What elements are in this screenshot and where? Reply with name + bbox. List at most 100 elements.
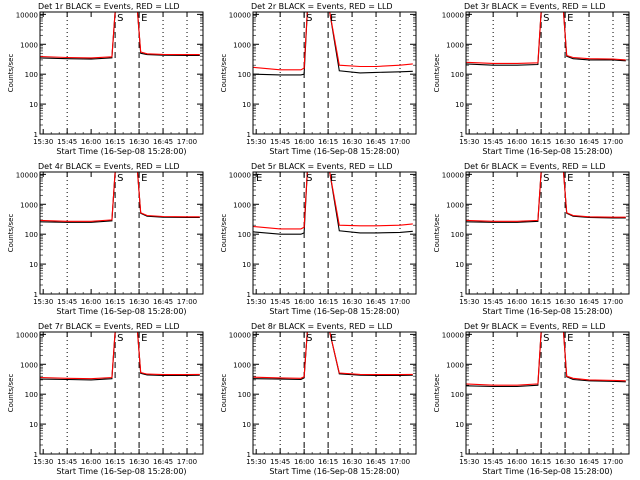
series-group bbox=[253, 172, 413, 235]
panel-title: Det 5r BLACK = Events, RED = LLD bbox=[251, 162, 393, 171]
marker-annotation: S bbox=[543, 333, 549, 344]
y-tick-label: 10000 bbox=[229, 171, 251, 179]
events-series-line bbox=[466, 172, 626, 223]
marker-annotation: S bbox=[543, 173, 549, 184]
plot-frame bbox=[465, 11, 630, 135]
y-tick-label: 1000 bbox=[233, 201, 251, 209]
series-group bbox=[253, 12, 413, 76]
y-tick-label: 1 bbox=[247, 131, 251, 139]
detector-panel: Det 6r BLACK = Events, RED = LLD Counts/s… bbox=[433, 162, 630, 316]
plot-frame bbox=[252, 171, 417, 295]
y-axis-label: Counts/sec bbox=[7, 374, 15, 413]
y-tick-label: 100 bbox=[451, 391, 464, 399]
y-tick-label: 10 bbox=[242, 261, 251, 269]
x-axis-label: Start Time (16-Sep-08 15:28:00) bbox=[56, 147, 186, 156]
y-tick-label: 10000 bbox=[16, 11, 38, 19]
x-tick-label: 16:30 bbox=[342, 138, 362, 146]
x-tick-label: 16:45 bbox=[153, 298, 173, 306]
marker-annotation: S bbox=[117, 173, 123, 184]
y-tick-label: 1000 bbox=[446, 361, 464, 369]
x-tick-label: 15:30 bbox=[459, 458, 479, 466]
x-tick-label: 16:30 bbox=[555, 138, 575, 146]
marker-annotation: E bbox=[141, 13, 147, 24]
y-tick-label: 10 bbox=[29, 421, 38, 429]
x-tick-label: 17:00 bbox=[603, 298, 623, 306]
lld-series-line bbox=[466, 12, 626, 64]
marker-annotation: S bbox=[117, 13, 123, 24]
x-axis-label: Start Time (16-Sep-08 15:28:00) bbox=[482, 467, 612, 476]
x-tick-label: 17:00 bbox=[177, 138, 197, 146]
y-tick-label: 100 bbox=[451, 231, 464, 239]
y-tick-label: 1 bbox=[247, 291, 251, 299]
y-tick-label: 1 bbox=[247, 451, 251, 459]
y-tick-label: 10000 bbox=[16, 331, 38, 339]
x-tick-label: 15:45 bbox=[57, 298, 77, 306]
events-series-line bbox=[466, 332, 626, 388]
series-group bbox=[253, 332, 413, 381]
x-tick-label: 16:45 bbox=[366, 298, 386, 306]
events-series-line bbox=[466, 12, 626, 66]
lld-series-line bbox=[40, 332, 200, 380]
y-tick-label: 1000 bbox=[446, 201, 464, 209]
y-tick-label: 100 bbox=[451, 71, 464, 79]
x-axis-label: Start Time (16-Sep-08 15:28:00) bbox=[56, 307, 186, 316]
x-tick-label: 16:30 bbox=[555, 298, 575, 306]
panel-title: Det 4r BLACK = Events, RED = LLD bbox=[38, 162, 180, 171]
x-tick-label: 15:30 bbox=[33, 298, 53, 306]
x-tick-label: 17:00 bbox=[603, 458, 623, 466]
y-tick-label: 1000 bbox=[446, 41, 464, 49]
y-tick-label: 10000 bbox=[442, 171, 464, 179]
series-group bbox=[40, 332, 200, 381]
y-tick-label: 10000 bbox=[229, 331, 251, 339]
y-axis-label: Counts/sec bbox=[7, 54, 15, 93]
x-tick-label: 15:45 bbox=[270, 298, 290, 306]
marker-annotation: E bbox=[256, 173, 262, 184]
lld-series-line bbox=[466, 172, 626, 222]
marker-annotation: E bbox=[330, 173, 336, 184]
series-group bbox=[466, 332, 626, 388]
plot-frame bbox=[465, 171, 630, 295]
x-tick-label: 16:45 bbox=[579, 138, 599, 146]
x-tick-label: 16:00 bbox=[507, 458, 527, 466]
x-tick-label: 15:45 bbox=[483, 458, 503, 466]
plot-frame bbox=[39, 331, 204, 455]
detector-panel: Det 9r BLACK = Events, RED = LLD Counts/s… bbox=[433, 322, 630, 476]
x-tick-label: 15:30 bbox=[33, 458, 53, 466]
y-tick-label: 1 bbox=[34, 131, 38, 139]
x-tick-label: 16:15 bbox=[531, 458, 551, 466]
marker-annotation: S bbox=[306, 173, 312, 184]
x-tick-label: 16:45 bbox=[366, 458, 386, 466]
events-series-line bbox=[253, 12, 413, 76]
x-tick-label: 15:45 bbox=[483, 298, 503, 306]
lld-series-line bbox=[40, 12, 200, 59]
marker-annotation: E bbox=[141, 333, 147, 344]
series-group bbox=[466, 12, 626, 66]
x-axis-label: Start Time (16-Sep-08 15:28:00) bbox=[56, 467, 186, 476]
detector-panel: Det 8r BLACK = Events, RED = LLD Counts/s… bbox=[220, 322, 417, 476]
y-tick-label: 1 bbox=[34, 451, 38, 459]
x-tick-label: 16:15 bbox=[531, 298, 551, 306]
y-axis-label: Counts/sec bbox=[220, 214, 228, 253]
lld-series-line bbox=[253, 12, 413, 71]
x-tick-label: 16:30 bbox=[555, 458, 575, 466]
y-tick-label: 1000 bbox=[20, 201, 38, 209]
x-tick-label: 16:30 bbox=[129, 298, 149, 306]
y-axis-label: Counts/sec bbox=[433, 54, 441, 93]
y-tick-label: 100 bbox=[238, 71, 251, 79]
y-axis-label: Counts/sec bbox=[433, 214, 441, 253]
marker-annotation: S bbox=[306, 13, 312, 24]
x-tick-label: 16:15 bbox=[531, 138, 551, 146]
x-tick-label: 16:15 bbox=[105, 458, 125, 466]
x-tick-label: 17:00 bbox=[390, 458, 410, 466]
panel-title: Det 9r BLACK = Events, RED = LLD bbox=[464, 322, 606, 331]
y-tick-label: 100 bbox=[25, 391, 38, 399]
y-tick-label: 1000 bbox=[20, 361, 38, 369]
x-tick-label: 16:15 bbox=[318, 138, 338, 146]
x-tick-label: 16:30 bbox=[129, 458, 149, 466]
x-tick-label: 16:30 bbox=[342, 298, 362, 306]
y-tick-label: 1000 bbox=[20, 41, 38, 49]
x-tick-label: 16:00 bbox=[507, 298, 527, 306]
lld-series-line bbox=[253, 172, 413, 230]
x-tick-label: 16:00 bbox=[81, 138, 101, 146]
marker-annotation: E bbox=[567, 333, 573, 344]
